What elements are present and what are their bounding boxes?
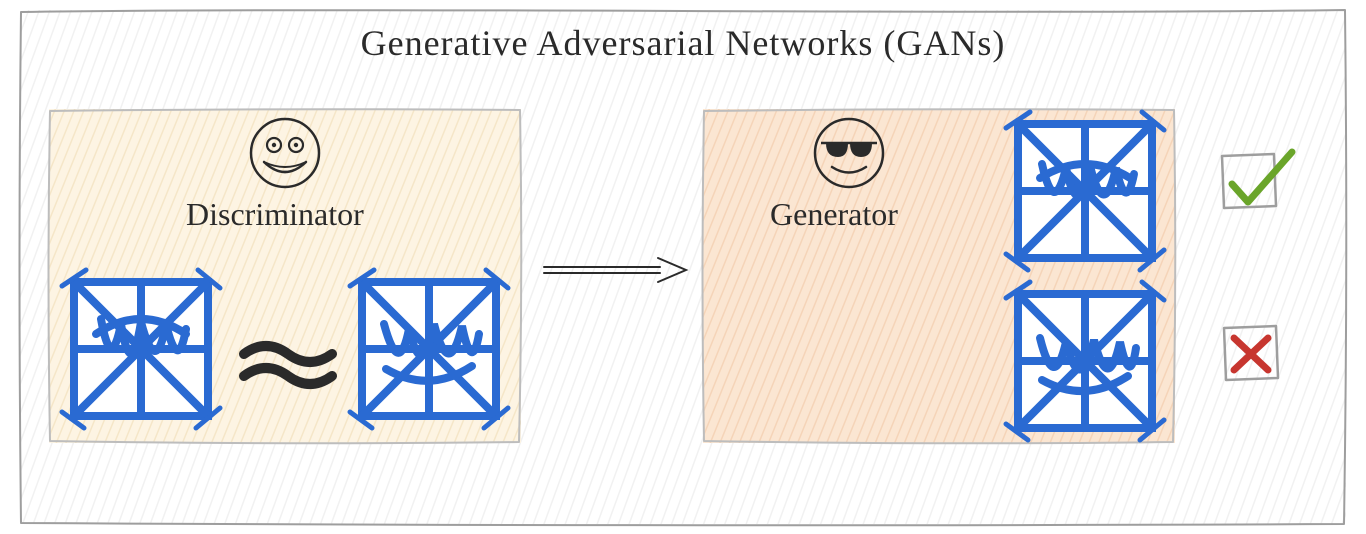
check-icon [1218,150,1296,222]
cross-icon [1218,320,1296,392]
sample-gen-thumb [1010,286,1160,436]
sample-real-thumb [354,274,504,424]
generator-label: Generator [770,196,898,233]
discriminator-label: Discriminator [186,196,364,233]
diagram-title: Generative Adversarial Networks (GANs) [0,22,1366,64]
approx-icon [238,334,338,394]
sunglasses-face-icon [808,112,890,194]
discriminator-panel: Discriminator [46,106,524,446]
sample-gen-thumb [1010,116,1160,266]
generator-panel: Generator [700,106,1178,446]
sample-real-thumb [66,274,216,424]
gan-diagram: Generative Adversarial Networks (GANs) D… [0,0,1366,534]
arrow-icon [540,250,690,290]
smile-face-icon [244,112,326,194]
